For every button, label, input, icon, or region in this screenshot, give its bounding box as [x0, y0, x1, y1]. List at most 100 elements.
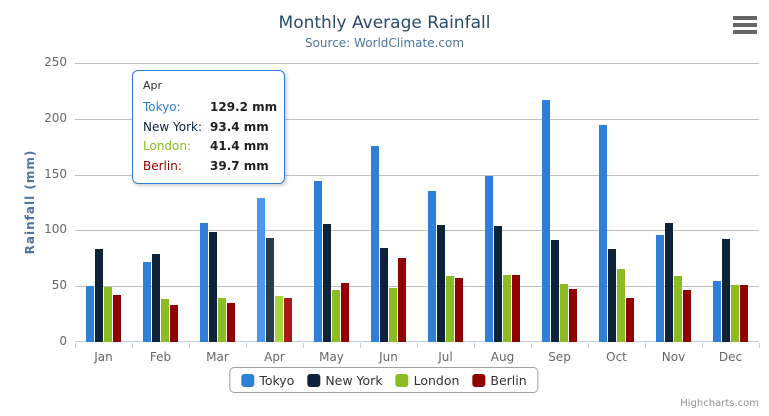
- bar-berlin-aug[interactable]: [512, 274, 520, 342]
- legend: Tokyo New York London Berlin: [229, 367, 539, 393]
- tooltip-header: Apr: [143, 79, 163, 92]
- bar-tokyo-apr[interactable]: [257, 197, 265, 342]
- bar-new-york-jan[interactable]: [95, 248, 103, 342]
- yaxis-title: Rainfall (mm): [23, 149, 37, 255]
- y-tick-label: 100: [44, 222, 67, 237]
- legend-item-london[interactable]: London: [395, 373, 459, 388]
- bar-tokyo-jul[interactable]: [428, 190, 436, 342]
- x-tick-mark: [189, 343, 190, 348]
- bar-tokyo-dec[interactable]: [713, 281, 721, 342]
- bar-berlin-apr[interactable]: [284, 297, 292, 342]
- bar-london-aug[interactable]: [503, 275, 511, 342]
- tooltip-row: London: 41.4 mm: [143, 137, 274, 157]
- bar-tokyo-jun[interactable]: [371, 145, 379, 342]
- bar-london-nov[interactable]: [674, 275, 682, 342]
- hamburger-icon: [733, 30, 757, 34]
- x-tick-mark: [417, 343, 418, 348]
- bar-new-york-jul[interactable]: [437, 224, 445, 342]
- gridline: [75, 230, 759, 232]
- bar-london-feb[interactable]: [161, 298, 169, 342]
- bar-new-york-may[interactable]: [323, 223, 331, 342]
- bar-berlin-jun[interactable]: [398, 257, 406, 342]
- bar-berlin-feb[interactable]: [170, 304, 178, 342]
- x-tick-mark: [531, 343, 532, 348]
- tooltip-series-value: 41.4 mm: [210, 139, 269, 153]
- legend-item-new-york[interactable]: New York: [307, 373, 383, 388]
- x-tick-mark: [360, 343, 361, 348]
- x-tick-mark: [75, 343, 76, 348]
- x-tick-mark: [246, 343, 247, 348]
- bar-london-may[interactable]: [332, 289, 340, 342]
- gridline: [75, 63, 759, 64]
- bar-tokyo-aug[interactable]: [485, 176, 493, 342]
- bar-london-dec[interactable]: [731, 284, 739, 342]
- y-tick-label: 250: [44, 55, 67, 69]
- legend-swatch-icon: [307, 373, 321, 387]
- tooltip-series-name: London:: [143, 139, 192, 153]
- x-tick-label: Aug: [490, 350, 515, 364]
- x-tick-mark: [474, 343, 475, 348]
- y-tick-label: 200: [44, 110, 67, 125]
- legend-item-berlin[interactable]: Berlin: [472, 373, 527, 388]
- x-tick-label: Apr: [264, 350, 285, 364]
- x-tick-label: Sep: [548, 350, 571, 364]
- x-tick-mark: [759, 343, 760, 348]
- export-menu-button[interactable]: [732, 15, 758, 35]
- x-tick-mark: [702, 343, 703, 348]
- bar-berlin-sep[interactable]: [569, 288, 577, 342]
- bar-london-jun[interactable]: [389, 288, 397, 342]
- bar-tokyo-oct[interactable]: [599, 125, 607, 342]
- y-tick-label: 150: [44, 166, 67, 181]
- bar-london-jan[interactable]: [104, 287, 112, 342]
- tooltip-row: Berlin: 39.7 mm: [143, 157, 274, 177]
- tooltip-row: New York: 93.4 mm: [143, 118, 274, 138]
- bar-berlin-mar[interactable]: [227, 303, 235, 342]
- legend-label: Tokyo: [259, 372, 295, 388]
- bar-london-oct[interactable]: [617, 269, 625, 342]
- x-tick-mark: [132, 343, 133, 348]
- bar-new-york-jun[interactable]: [380, 247, 388, 342]
- x-tick-label: May: [319, 350, 344, 364]
- plot-area: [75, 63, 759, 342]
- bar-tokyo-nov[interactable]: [656, 235, 664, 342]
- credits-link[interactable]: Highcharts.com: [680, 398, 759, 409]
- bar-london-mar[interactable]: [218, 298, 226, 342]
- bar-berlin-nov[interactable]: [683, 289, 691, 342]
- legend-swatch-icon: [395, 373, 409, 387]
- gridline: [75, 174, 759, 176]
- x-tick-mark: [303, 343, 304, 348]
- gridline: [75, 286, 759, 288]
- x-tick-mark: [588, 343, 589, 348]
- bar-tokyo-jan[interactable]: [86, 286, 94, 342]
- bar-new-york-apr[interactable]: [266, 237, 274, 342]
- bar-tokyo-mar[interactable]: [200, 223, 208, 342]
- bar-new-york-feb[interactable]: [152, 254, 160, 342]
- bar-tokyo-may[interactable]: [314, 181, 322, 342]
- chart-title: Monthly Average Rainfall: [278, 13, 491, 33]
- x-tick-label: Mar: [206, 350, 229, 364]
- tooltip-series-name: Berlin:: [143, 158, 182, 173]
- bar-berlin-may[interactable]: [341, 283, 349, 342]
- bar-new-york-nov[interactable]: [665, 223, 673, 342]
- x-tick-label: Jul: [438, 350, 453, 364]
- bar-berlin-jul[interactable]: [455, 277, 463, 342]
- bar-london-sep[interactable]: [560, 283, 568, 342]
- bar-new-york-oct[interactable]: [608, 248, 616, 342]
- x-tick-label: Oct: [606, 350, 627, 364]
- bar-london-jul[interactable]: [446, 276, 454, 342]
- bar-tokyo-feb[interactable]: [143, 262, 151, 342]
- bar-berlin-jan[interactable]: [113, 294, 121, 342]
- bar-new-york-mar[interactable]: [209, 232, 217, 342]
- bar-london-apr[interactable]: [275, 295, 283, 342]
- bar-new-york-dec[interactable]: [722, 238, 730, 342]
- x-tick-label: Jan: [94, 350, 113, 364]
- tooltip-series-name: New York:: [143, 119, 202, 134]
- bar-tokyo-sep[interactable]: [542, 100, 550, 342]
- bar-berlin-dec[interactable]: [740, 284, 748, 342]
- bar-new-york-sep[interactable]: [551, 240, 559, 342]
- bar-berlin-oct[interactable]: [626, 298, 634, 342]
- legend-item-tokyo[interactable]: Tokyo: [241, 373, 294, 388]
- bar-new-york-aug[interactable]: [494, 225, 502, 342]
- chart-subtitle: Source: WorldClimate.com: [304, 36, 465, 50]
